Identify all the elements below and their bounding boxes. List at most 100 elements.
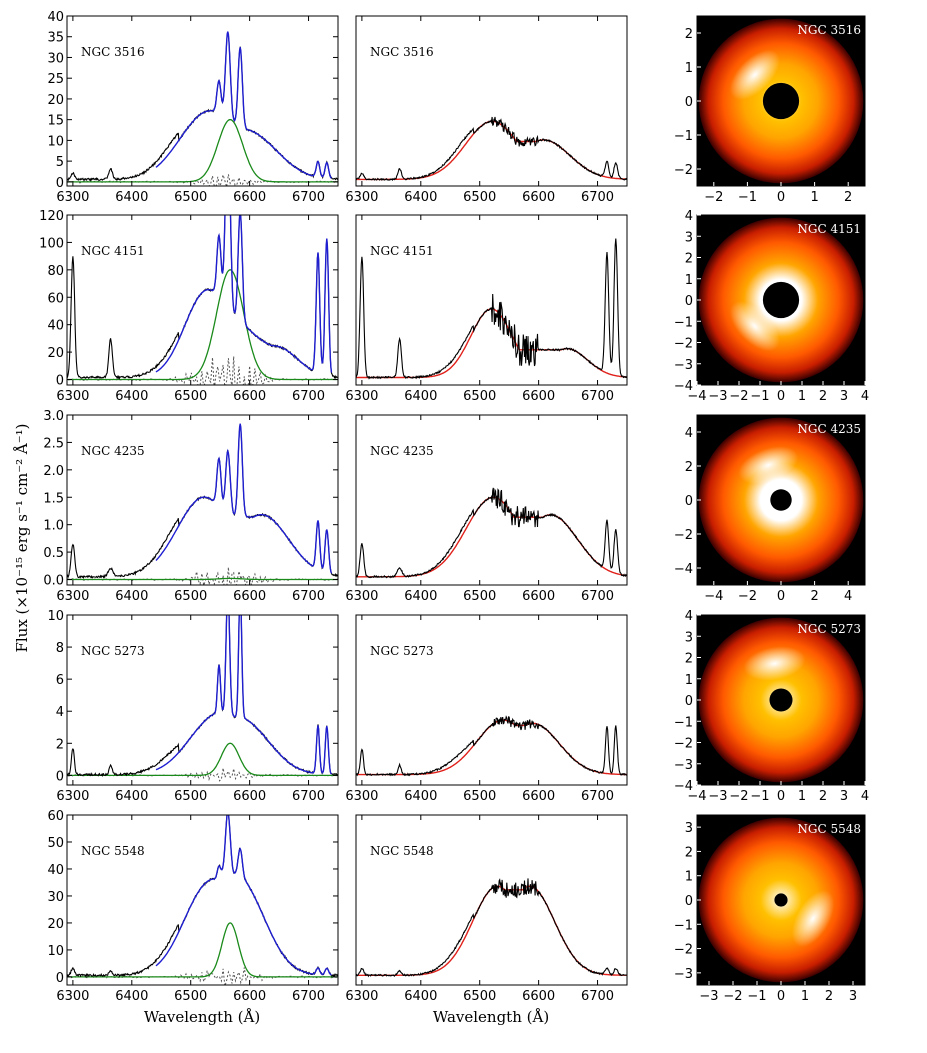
object-name-label: NGC 3516 [81,45,145,59]
y-tick-label: 5 [56,155,64,170]
y-tick-label: 0 [685,894,693,909]
x-tick-label: 6600 [522,190,555,205]
axes-frame [66,614,339,786]
x-tick-label: 3 [849,989,857,1004]
x-tick-label: 3 [840,389,848,404]
disk-model-line [356,719,627,776]
disk-model-line [356,496,627,578]
y-tick-label: 2 [685,252,693,267]
y-tick-label: 10 [47,944,64,959]
x-tick-label: 6500 [174,190,207,205]
y-tick-label: 1.5 [43,491,64,506]
x-tick-label: 6700 [292,190,325,205]
y-tick-label: 4 [685,209,693,224]
plot-area [67,423,338,585]
x-tick-label: 6700 [581,789,614,804]
y-tick-label: 2 [685,27,693,42]
plot-area [356,238,627,380]
y-tick-label: −1 [674,129,693,144]
total-fit-line [155,423,333,574]
x-tick-label: −1 [738,190,757,205]
x-tick-label: 6300 [345,389,378,404]
narrow-component-line [67,269,338,381]
x-tick-label: 6500 [174,989,207,1004]
x-tick-label: 6600 [233,389,266,404]
x-tick-label: 1 [810,190,818,205]
x-tick-label: 6400 [404,989,437,1004]
y-tick-label: 20 [47,93,64,108]
x-tick-label: 3 [840,789,848,804]
y-tick-label: −4 [674,562,693,577]
y-tick-label: −1 [674,315,693,330]
x-tick-label: 6700 [581,989,614,1004]
y-tick-label: −2 [674,943,693,958]
y-tick-label: 10 [47,609,64,624]
x-tick-label: −3 [699,989,718,1004]
y-tick-label: 80 [47,264,64,279]
axes-frame [355,214,628,386]
y-tick-label: 8 [56,641,64,656]
x-tick-label: 6400 [404,190,437,205]
y-tick-label: 30 [47,51,64,66]
spectrum-panel-ngc-4151: 6300 6400 6500 6600 6700 0 20 40 60 80 100 120 NGC 4… [39,209,339,404]
spectrum-panel-ngc-3516: 6300 6400 6500 6600 6700 0 5 10 15 20 25 30 35 40 NGC … [47,10,339,205]
x-tick-label: 6700 [292,789,325,804]
object-name-label: NGC 5548 [797,822,861,836]
axes-frame [66,814,339,986]
narrow-component-line [67,119,338,183]
y-tick-label: 3 [685,821,693,836]
y-tick-label: −4 [674,779,693,794]
y-tick-label: 0 [685,95,693,110]
y-tick-label: −3 [674,358,693,373]
inner-hole [769,688,793,712]
spectrum-panel-ngc-5548: 6300 6400 6500 6600 6700 0 10 20 30 40 50 60 NGC 554… [47,809,339,1004]
y-tick-label: 20 [47,346,64,361]
y-tick-label: 1 [685,61,693,76]
x-tick-label: 6500 [463,389,496,404]
x-tick-label: 6400 [115,190,148,205]
y-axis-label: Flux (×10⁻¹⁵ erg s⁻¹ cm⁻² Å⁻¹) [13,423,31,652]
x-tick-label: 0 [777,389,785,404]
y-tick-label: 20 [47,917,64,932]
y-tick-label: 0 [56,971,64,986]
x-tick-label: −3 [708,389,727,404]
disk-image-panel-ngc-3516: −2 −2 −1 −1 0 0 1 1 2 2 NGC 3516 [674,15,866,205]
broad-line-spectrum [356,116,627,182]
total-fit-line [155,215,333,373]
x-tick-label: 6700 [581,389,614,404]
x-tick-label: 2 [819,389,827,404]
x-tick-label: −2 [738,589,757,604]
broad-line-spectrum [356,238,627,380]
y-tick-label: −3 [674,967,693,982]
x-tick-label: 6700 [292,389,325,404]
axes-frame [355,814,628,986]
narrow-component-line [67,577,338,581]
x-tick-label: 6300 [345,190,378,205]
axes-frame [66,214,339,386]
x-tick-label: −1 [750,389,769,404]
y-tick-label: 3 [685,230,693,245]
object-name-label: NGC 4235 [370,444,434,458]
disk-fit-panel-ngc-3516: 6300 6400 6500 6600 6700 NGC 3516 [345,15,628,205]
observed-spectrum-line [67,815,338,979]
narrow-component-line [67,922,338,978]
disk-image-panel-ngc-4235: −4 −4 −2 −2 0 0 2 2 4 4 NGC 4235 [674,414,866,604]
object-name-label: NGC 5273 [797,622,861,636]
x-tick-label: 6300 [56,389,89,404]
spectrum-panel-ngc-4235: 6300 6400 6500 6600 6700 0.0 0.5 1.0 1.5 2.0 2.5 3.… [43,409,339,604]
x-tick-label: −2 [729,789,748,804]
y-tick-label: −1 [674,918,693,933]
y-tick-label: 0 [56,769,64,784]
x-tick-label: 0 [777,989,785,1004]
inner-hole [770,489,792,511]
y-tick-label: 1 [685,673,693,688]
total-fit-line [155,31,332,179]
object-name-label: NGC 4151 [797,222,861,236]
y-tick-label: 3 [685,630,693,645]
x-tick-label: 6300 [56,789,89,804]
x-tick-label: 6700 [292,589,325,604]
x-tick-label: 2 [819,789,827,804]
x-tick-label: −3 [708,789,727,804]
object-name-label: NGC 3516 [370,45,434,59]
